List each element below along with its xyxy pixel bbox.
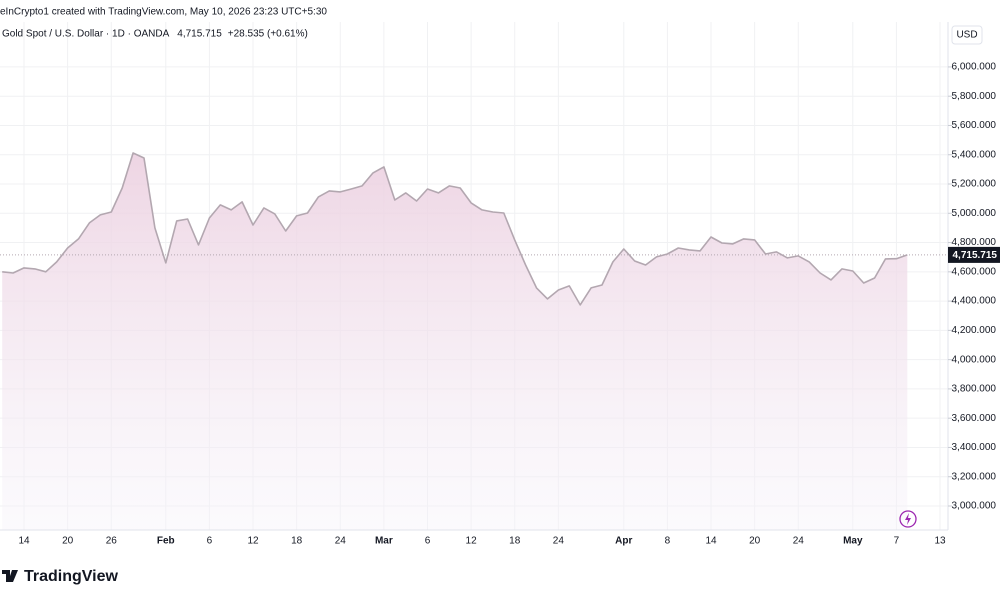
x-tick-label: May [843, 536, 863, 547]
x-tick-label: 12 [466, 536, 478, 547]
x-tick-label: 6 [207, 536, 213, 547]
x-tick-label: 12 [247, 536, 259, 547]
y-tick-label: 5,600.000 [952, 120, 997, 131]
x-tick-label: 18 [509, 536, 521, 547]
currency[interactable]: USD [956, 30, 977, 41]
plot [0, 152, 948, 530]
x-tick-label: 18 [291, 536, 303, 547]
last-price-label: 4,715.715 [953, 250, 998, 261]
brand-logo [2, 570, 18, 582]
x-tick-label: 6 [425, 536, 431, 547]
y-tick-label: 4,800.000 [952, 237, 997, 248]
lightning-bolt [905, 513, 911, 525]
y-tick-label: 6,000.000 [952, 62, 997, 73]
x-tick-label: 24 [793, 536, 805, 547]
lightning-icon[interactable] [899, 510, 917, 528]
price-line [2, 152, 908, 306]
legend-value: 4,715.715 [177, 29, 222, 40]
x-tick-label: 24 [335, 536, 347, 547]
legend-symbol: Gold Spot / U.S. Dollar · 1D · OANDA [2, 29, 170, 40]
y-tick-label: 3,400.000 [952, 442, 997, 453]
y-tick-label: 3,000.000 [952, 501, 997, 512]
x-tick-label: 14 [18, 536, 30, 547]
x-tick-label: 7 [894, 536, 900, 547]
x-tick-label: Feb [157, 536, 175, 547]
y-tick-label: 3,200.000 [952, 471, 997, 482]
x-tick-label: 13 [934, 536, 946, 547]
y-tick-label: 4,000.000 [952, 354, 997, 365]
x-tick-label: 14 [705, 536, 717, 547]
y-tick-label: 3,600.000 [952, 413, 997, 424]
x-tick-label: 20 [749, 536, 761, 547]
last-price-box [948, 246, 1000, 263]
x-tick-label: 26 [106, 536, 118, 547]
y-tick-label: 5,200.000 [952, 179, 997, 190]
y-tick-label: 5,400.000 [952, 149, 997, 160]
x-tick-label: 20 [62, 536, 74, 547]
y-tick-label: 5,800.000 [952, 91, 997, 102]
area-fill [2, 153, 908, 530]
y-tick-label: 4,600.000 [952, 266, 997, 277]
attribution: eInCrypto1 created with TradingView.com,… [0, 7, 327, 18]
brand: TradingView [24, 568, 119, 585]
legend-change: +28.535 (+0.61%) [228, 29, 308, 40]
x-tick-label: 8 [665, 536, 671, 547]
x-tick-label: Mar [375, 536, 393, 547]
currency-box[interactable] [951, 25, 983, 45]
x-tick-label: 24 [553, 536, 565, 547]
y-tick-label: 4,200.000 [952, 325, 997, 336]
y-tick-label: 3,800.000 [952, 384, 997, 395]
x-tick-label: Apr [615, 536, 632, 547]
y-tick-label: 5,000.000 [952, 208, 997, 219]
y-tick-label: 4,400.000 [952, 296, 997, 307]
